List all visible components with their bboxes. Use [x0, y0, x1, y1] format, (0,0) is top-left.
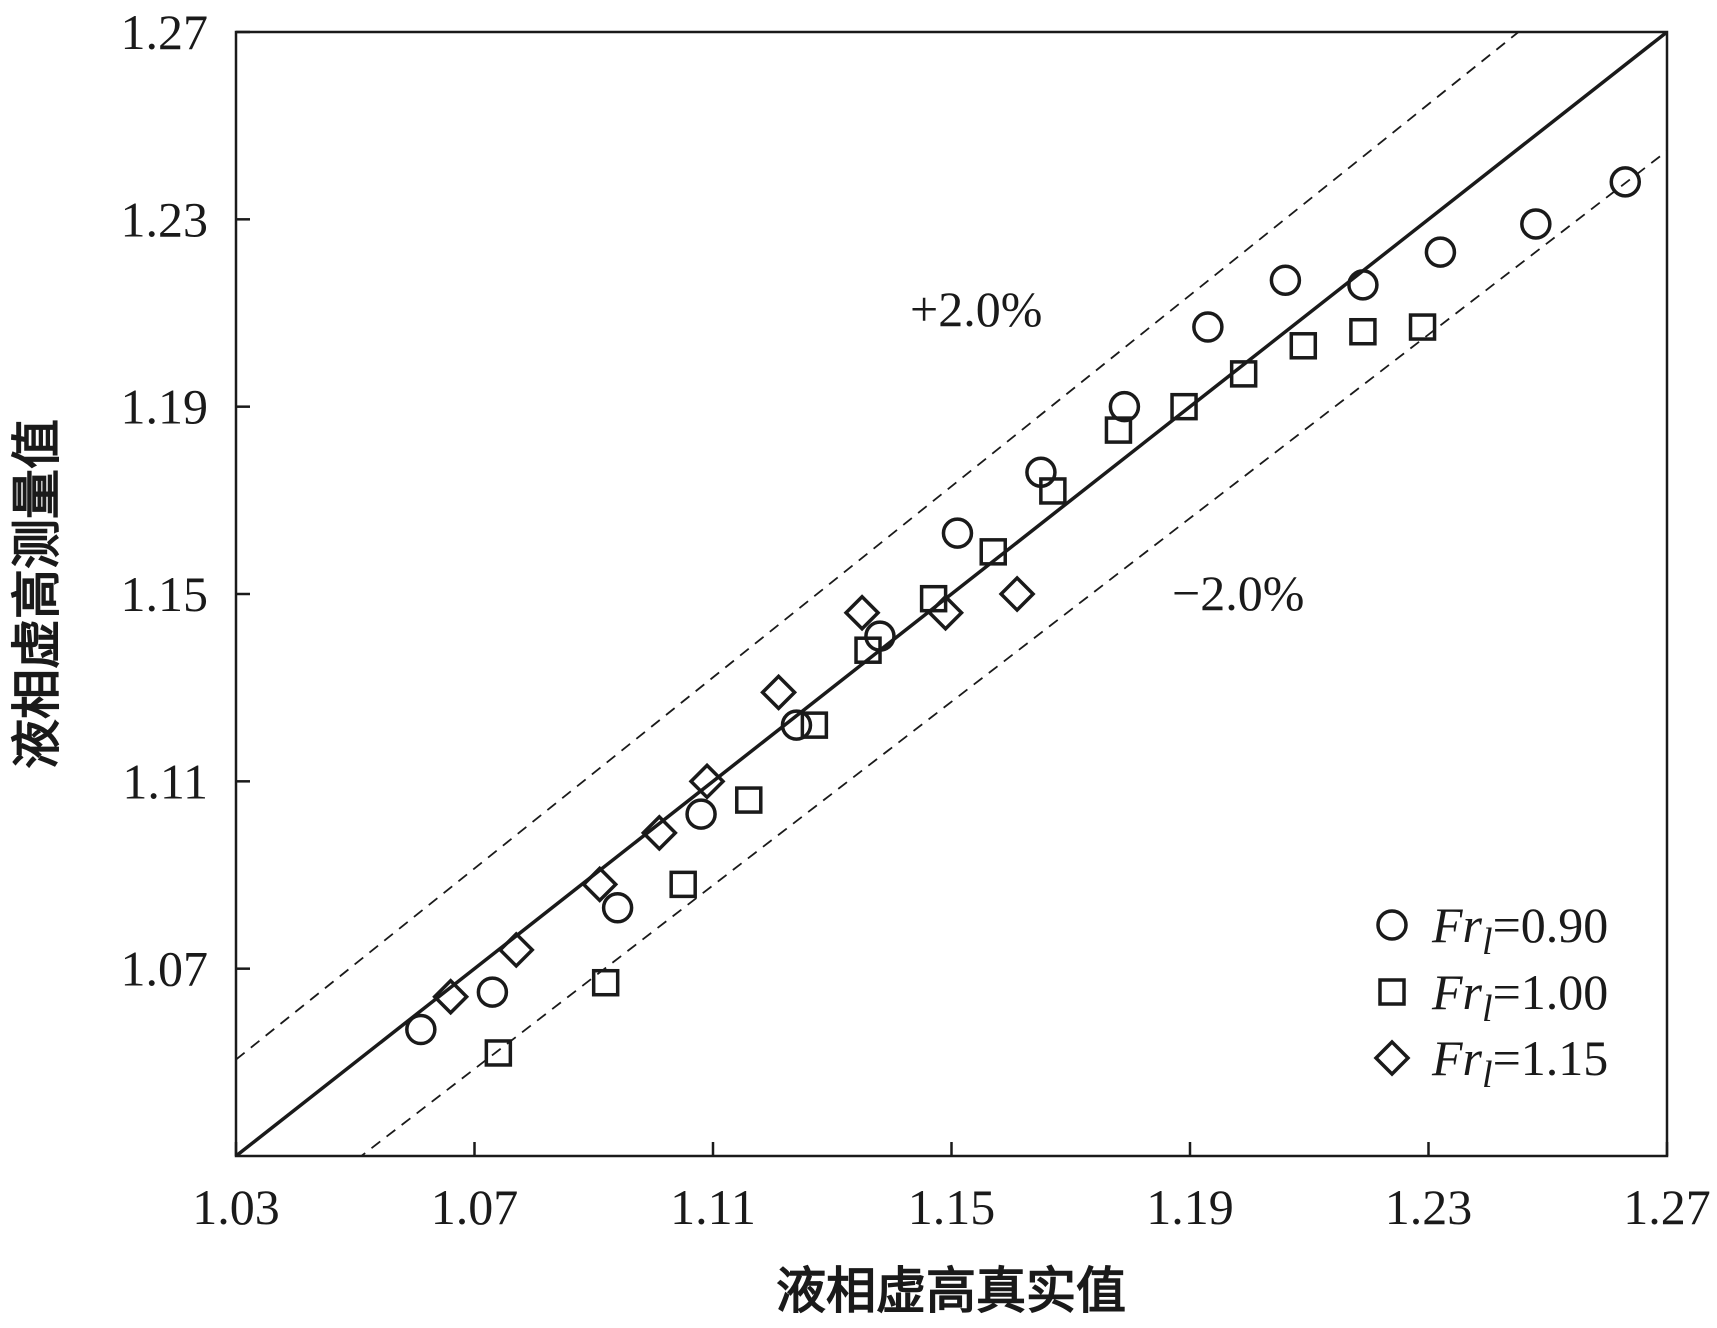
reference-lines: [236, 32, 1667, 1156]
data-points: [405, 166, 1642, 1067]
data-point-square: [484, 1039, 513, 1067]
x-tick-label: 1.03: [192, 1179, 280, 1235]
band-label-upper: +2.0%: [910, 281, 1042, 337]
data-point-circle: [1192, 311, 1224, 343]
data-point-circle: [601, 892, 634, 924]
data-point-square: [1104, 416, 1133, 444]
data-point-square: [1349, 317, 1377, 346]
upper-error-line: [236, 32, 1520, 1061]
parity-line: [236, 32, 1667, 1156]
data-point-square: [669, 870, 697, 899]
band-label-lower: −2.0%: [1172, 565, 1304, 621]
data-point-square: [979, 538, 1007, 566]
x-tick-label: 1.11: [670, 1179, 756, 1235]
y-tick-label: 1.19: [121, 379, 209, 435]
data-point-square: [591, 968, 620, 997]
lower-error-line: [359, 150, 1667, 1156]
data-point-diamond: [497, 931, 535, 969]
data-point-circle: [685, 798, 717, 830]
data-point-diamond: [843, 594, 881, 632]
y-tick-label: 1.07: [121, 941, 209, 997]
series-diamond: [432, 575, 1036, 1016]
data-point-circle: [405, 1013, 437, 1046]
data-point-diamond: [432, 978, 470, 1016]
x-tick-label: 1.27: [1623, 1179, 1711, 1235]
y-axis: 1.07 1.11 1.15 1.19 1.23 1.27: [121, 4, 250, 997]
data-point-square: [1408, 313, 1437, 341]
data-point-diamond: [581, 865, 619, 903]
y-tick-label: 1.27: [121, 4, 209, 60]
y-tick-label: 1.15: [121, 566, 209, 622]
data-point-diamond: [760, 673, 798, 711]
data-point-diamond: [927, 594, 965, 632]
data-point-circle: [1520, 208, 1552, 240]
data-point-diamond: [998, 575, 1036, 613]
y-axis-title: 液相虚高测量值: [8, 419, 66, 769]
x-tick-label: 1.07: [431, 1179, 519, 1235]
legend-label: Frl=1.15: [1431, 1030, 1608, 1096]
data-point-circle: [780, 709, 813, 741]
data-point-diamond: [688, 762, 726, 800]
data-point-circle: [1269, 264, 1302, 296]
x-axis: 1.03 1.07 1.11 1.15 1.19 1.23 1.27: [192, 1142, 1711, 1235]
data-point-circle: [1609, 166, 1642, 198]
data-point-square: [800, 711, 829, 739]
y-tick-label: 1.23: [121, 191, 209, 247]
data-point-square: [1289, 332, 1318, 360]
x-tick-label: 1.15: [908, 1179, 996, 1235]
x-axis-title: 液相虚高真实值: [776, 1262, 1126, 1320]
data-point-square: [1229, 360, 1258, 388]
legend-marker-diamond: [1373, 1039, 1411, 1077]
y-tick-label: 1.11: [122, 753, 208, 809]
data-point-circle: [941, 517, 974, 549]
legend-item-square: Frl=1.00: [1378, 964, 1608, 1030]
legend-item-diamond: Frl=1.15: [1373, 1030, 1608, 1096]
legend-marker-circle: [1376, 909, 1408, 941]
data-point-square: [854, 636, 882, 664]
legend-item-circle: Frl=0.90: [1376, 897, 1608, 963]
series-square: [484, 313, 1437, 1067]
legend-label: Frl=0.90: [1431, 897, 1608, 963]
data-point-circle: [1347, 269, 1379, 301]
x-tick-label: 1.23: [1385, 1179, 1473, 1235]
data-point-diamond: [640, 814, 678, 852]
data-point-square: [735, 786, 763, 814]
data-point-circle: [476, 976, 509, 1008]
legend-label: Frl=1.00: [1431, 964, 1608, 1030]
data-point-circle: [1108, 390, 1141, 423]
x-tick-label: 1.19: [1146, 1179, 1234, 1235]
data-point-square: [1170, 392, 1198, 421]
data-point-circle: [1424, 236, 1457, 268]
legend-marker-square: [1378, 978, 1406, 1006]
data-point-square: [1039, 477, 1067, 505]
series-circle: [405, 166, 1642, 1046]
